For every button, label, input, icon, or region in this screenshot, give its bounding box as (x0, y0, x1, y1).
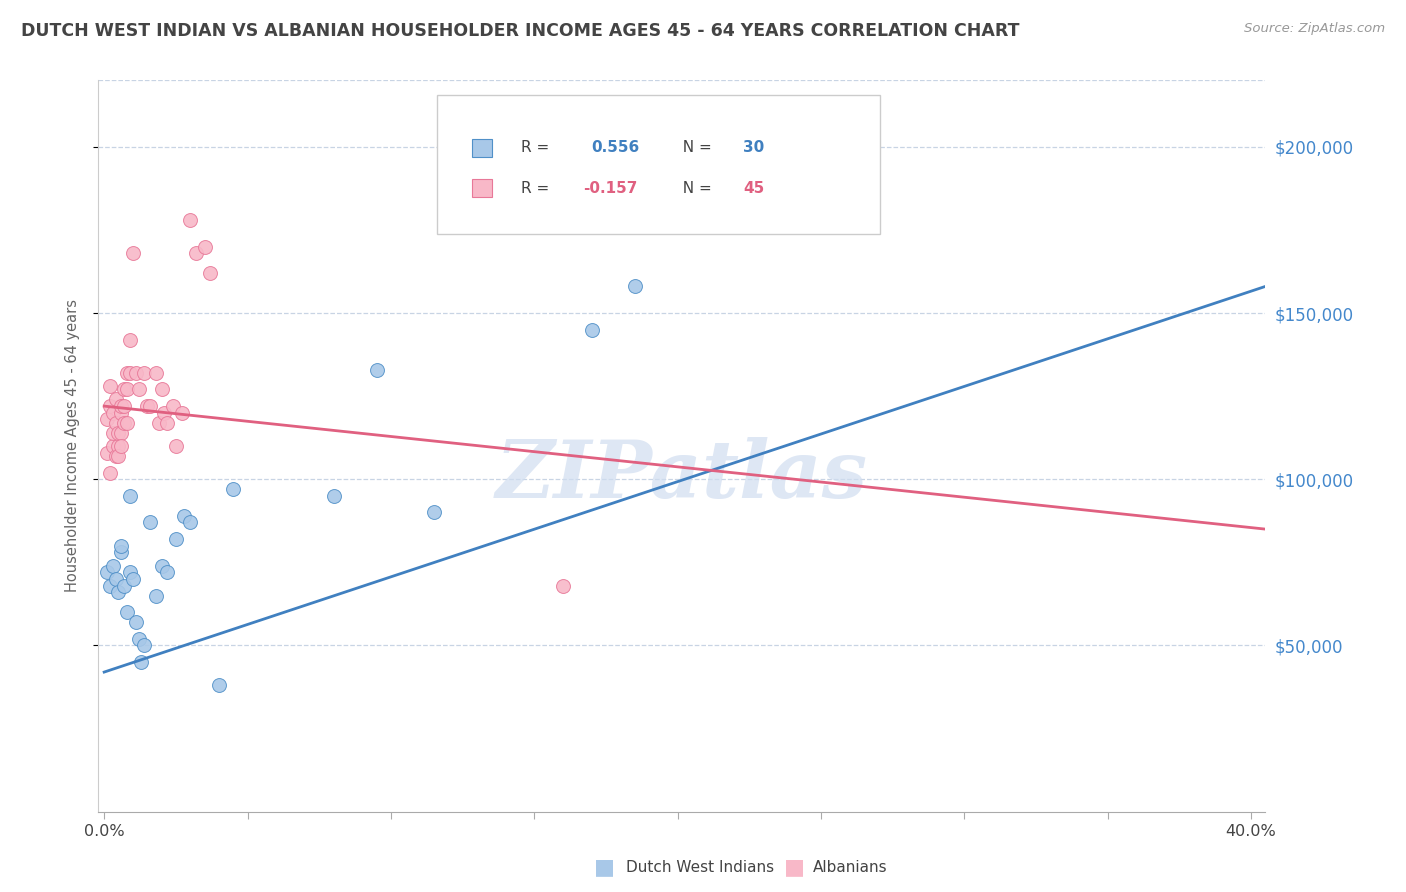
Point (150, 383, 173, 397)
Point (128, 632, 150, 646)
Point (173, 508, 195, 523)
Point (101, 558, 124, 573)
Point (112, 579, 135, 593)
Point (115, 366, 138, 380)
Point (118, 489, 141, 503)
Text: 30: 30 (744, 140, 765, 155)
Y-axis label: Householder Income Ages 45 - 64 years: Householder Income Ages 45 - 64 years (65, 300, 80, 592)
Point (110, 539, 132, 553)
Point (110, 439, 132, 453)
Text: R =: R = (522, 140, 560, 155)
FancyBboxPatch shape (472, 179, 492, 197)
Point (118, 333, 141, 347)
Point (104, 416, 127, 430)
Text: ■: ■ (785, 857, 804, 877)
Point (165, 532, 187, 546)
Point (125, 366, 148, 380)
Text: Albanians: Albanians (813, 860, 887, 874)
Point (115, 605, 138, 619)
Point (107, 585, 129, 599)
Point (148, 416, 170, 430)
Point (128, 383, 150, 397)
Point (139, 399, 162, 413)
Point (623, 279, 645, 293)
Text: ZIPatlas: ZIPatlas (496, 436, 868, 514)
Point (322, 489, 344, 503)
Point (222, 482, 245, 496)
Point (115, 383, 138, 397)
Text: 0.556: 0.556 (592, 140, 640, 155)
Point (118, 566, 141, 580)
Point (366, 362, 388, 376)
Point (115, 416, 138, 430)
Point (179, 516, 201, 530)
Point (423, 506, 446, 520)
Point (184, 246, 207, 260)
Point (162, 399, 184, 413)
Point (110, 425, 132, 440)
Point (96, 566, 118, 580)
Point (156, 566, 179, 580)
Point (170, 406, 193, 420)
FancyBboxPatch shape (437, 95, 880, 234)
Point (110, 399, 132, 413)
Text: 45: 45 (744, 181, 765, 195)
Point (104, 449, 127, 463)
Point (101, 425, 124, 440)
Point (98, 399, 121, 413)
Point (134, 639, 156, 653)
Point (112, 416, 135, 430)
Point (145, 366, 167, 380)
Point (96, 412, 118, 426)
Point (193, 239, 215, 253)
Point (179, 213, 201, 227)
Point (208, 678, 231, 692)
Point (107, 439, 129, 453)
Point (98, 579, 121, 593)
Text: N =: N = (673, 140, 717, 155)
Point (200, 266, 222, 280)
Point (125, 615, 148, 630)
Point (107, 449, 129, 463)
Text: DUTCH WEST INDIAN VS ALBANIAN HOUSEHOLDER INCOME AGES 45 - 64 YEARS CORRELATION : DUTCH WEST INDIAN VS ALBANIAN HOUSEHOLDE… (21, 22, 1019, 40)
Point (139, 516, 162, 530)
Point (101, 439, 124, 453)
Point (156, 416, 179, 430)
Text: Source: ZipAtlas.com: Source: ZipAtlas.com (1244, 22, 1385, 36)
Text: R =: R = (522, 181, 554, 195)
Point (110, 406, 132, 420)
Point (107, 425, 129, 440)
Text: Dutch West Indians: Dutch West Indians (626, 860, 773, 874)
Point (121, 246, 143, 260)
Point (145, 589, 167, 603)
Text: ■: ■ (595, 857, 614, 877)
Text: N =: N = (673, 181, 717, 195)
Point (121, 572, 143, 586)
Point (112, 383, 135, 397)
Point (98, 466, 121, 480)
Point (150, 558, 173, 573)
Point (551, 579, 574, 593)
Point (136, 399, 159, 413)
Point (104, 392, 127, 407)
Point (118, 366, 141, 380)
Text: -0.157: -0.157 (583, 181, 638, 195)
Point (131, 655, 153, 669)
Point (110, 545, 132, 559)
Point (96, 445, 118, 459)
Point (165, 439, 187, 453)
Point (112, 399, 135, 413)
Point (104, 572, 127, 586)
FancyBboxPatch shape (472, 139, 492, 157)
Point (98, 379, 121, 393)
Point (134, 366, 156, 380)
Point (581, 323, 603, 337)
Point (101, 406, 124, 420)
Point (153, 406, 176, 420)
